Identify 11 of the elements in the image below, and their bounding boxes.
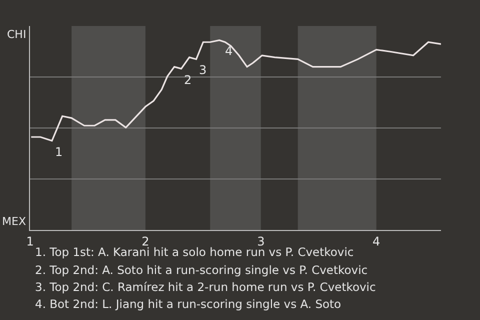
text: 2. Top 2nd: A. Soto hit a run-scoring single vs P. Cvetkovic xyxy=(35,263,368,277)
x-tick-label: 4 xyxy=(372,234,380,248)
annotation: 3 xyxy=(199,63,207,77)
x-tick-label: 1 xyxy=(26,234,34,248)
annotation: 1 xyxy=(55,145,63,159)
text: MEX xyxy=(2,215,26,228)
text: 4. Bot 2nd: L. Jiang hit a run-scoring single vs A. Soto xyxy=(35,297,342,311)
annotation: 4 xyxy=(225,44,233,58)
text: 3. Top 2nd: C. Ramírez hit a 2-run home run vs P. Cvetkovic xyxy=(35,280,376,294)
annotation: 2 xyxy=(184,73,192,87)
text: CHI xyxy=(7,28,26,41)
